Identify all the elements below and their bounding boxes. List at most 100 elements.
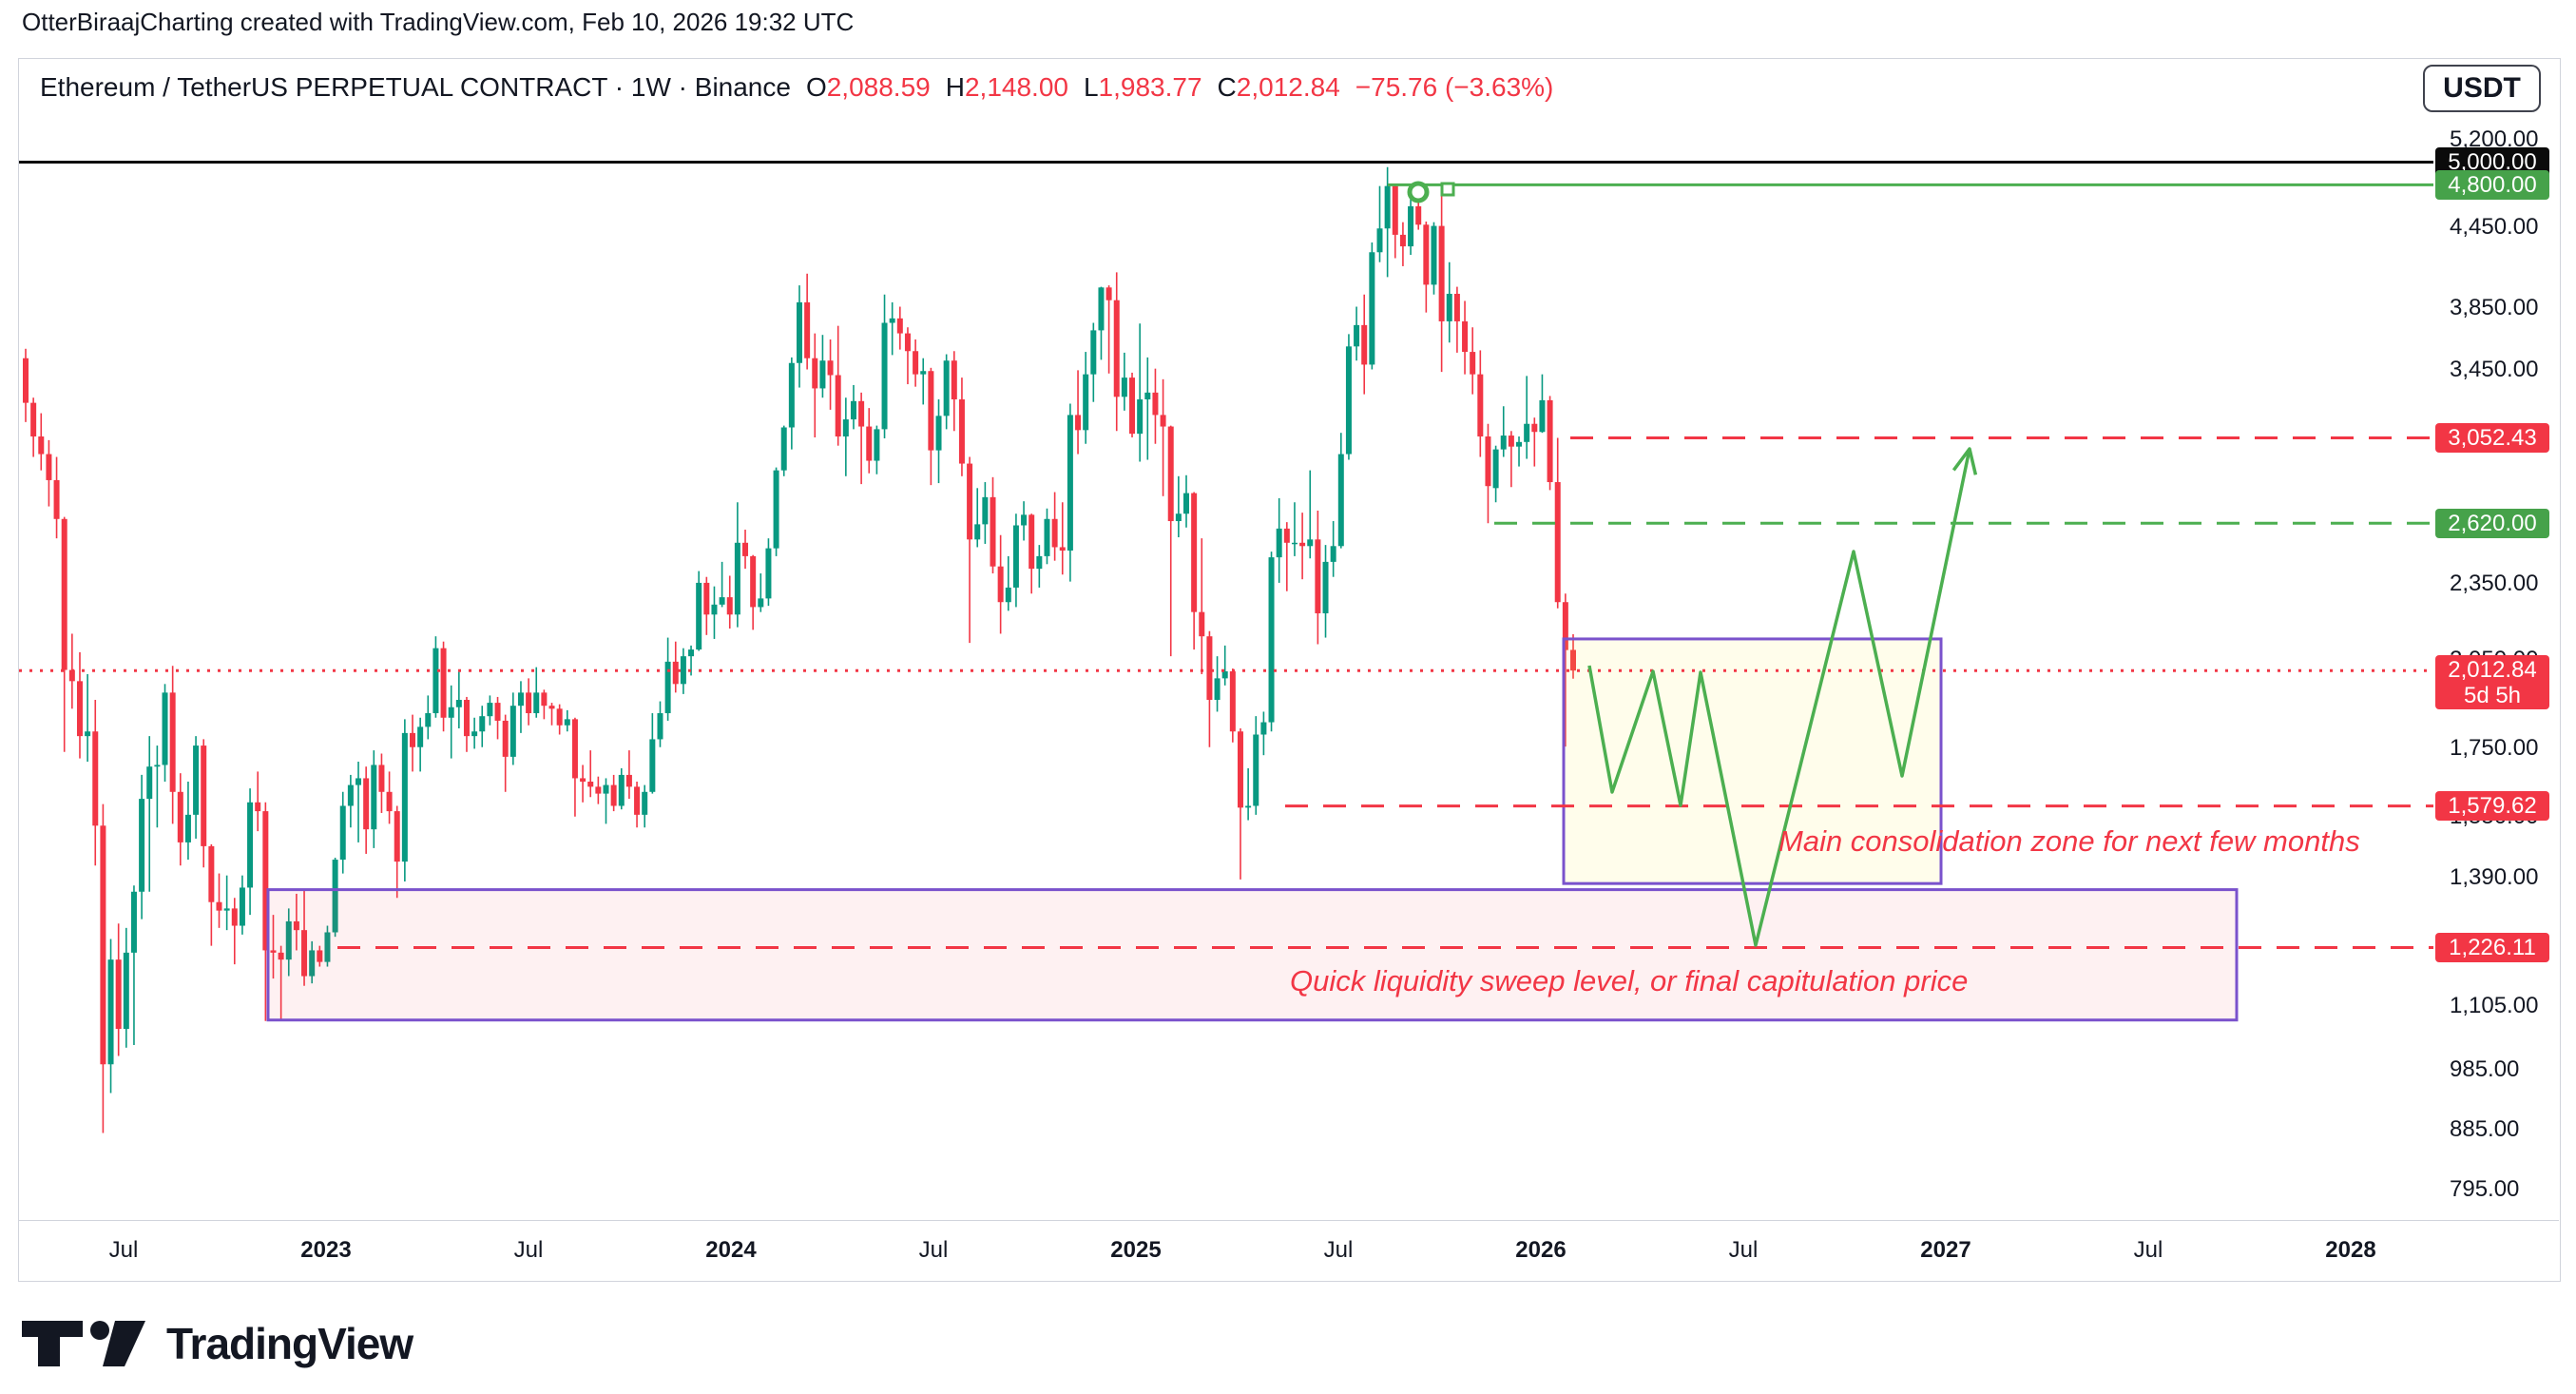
candle-body — [625, 774, 632, 787]
candle-body — [1021, 514, 1028, 526]
candle-body — [819, 360, 826, 389]
candle — [703, 576, 710, 635]
line-grip-square[interactable] — [1440, 182, 1455, 197]
candle — [347, 774, 354, 828]
candle — [1083, 352, 1089, 444]
candle — [356, 762, 362, 842]
candle — [1500, 406, 1507, 457]
candle — [595, 776, 602, 804]
candle — [394, 805, 400, 899]
time-tick-jul: Jul — [918, 1237, 949, 1263]
candle-body — [618, 774, 625, 806]
candle — [487, 695, 493, 726]
candle — [1399, 222, 1406, 266]
price-tick: 1,390.00 — [2450, 863, 2539, 890]
candle-body — [1485, 436, 1491, 487]
candle-body — [742, 542, 749, 556]
candle — [1253, 716, 1259, 815]
candle — [788, 357, 795, 450]
candle — [193, 736, 200, 839]
candle-body — [812, 358, 818, 389]
candle — [642, 784, 648, 828]
tradingview-logo[interactable]: TradingView — [22, 1318, 413, 1369]
candle-body — [139, 799, 145, 892]
candle — [30, 397, 37, 457]
consolidation-zone[interactable] — [1562, 637, 1943, 885]
candle — [1438, 193, 1445, 373]
candle-body — [92, 731, 99, 826]
candle-body — [1322, 561, 1329, 613]
candle — [1539, 374, 1546, 434]
candle — [688, 645, 695, 676]
line-anchor-circle[interactable] — [1407, 181, 1430, 203]
time-tick-jul: Jul — [513, 1237, 544, 1263]
candle — [696, 571, 702, 651]
candle — [1485, 423, 1491, 524]
candle — [255, 771, 261, 832]
candle — [1337, 433, 1344, 549]
candle — [1524, 376, 1530, 459]
candle — [1291, 502, 1298, 556]
candle — [317, 945, 323, 967]
candle-body — [201, 745, 207, 846]
candle-body — [371, 765, 377, 830]
candle — [1129, 372, 1136, 437]
candle — [1160, 378, 1166, 496]
candle-body — [1492, 449, 1499, 489]
candle — [943, 354, 950, 430]
price-tick: 1,750.00 — [2450, 735, 2539, 762]
candle — [1307, 470, 1314, 559]
candle-body — [1453, 293, 1460, 321]
candle-body — [184, 814, 191, 842]
candle — [1028, 513, 1035, 594]
candle — [309, 940, 316, 984]
price-label-305243-value: 3,052.43 — [2448, 424, 2537, 451]
candle — [479, 706, 486, 747]
price-tick: 1,105.00 — [2450, 992, 2539, 1018]
candle — [455, 671, 462, 728]
candle-body — [1500, 436, 1507, 450]
currency-toggle-button[interactable]: USDT — [2423, 65, 2541, 112]
candle — [773, 467, 779, 556]
candle — [1245, 767, 1252, 821]
price-label-4800-value: 4,800.00 — [2448, 171, 2537, 198]
candle-body — [904, 333, 911, 352]
candle-body — [1423, 224, 1430, 285]
candle — [1105, 285, 1112, 374]
candle — [657, 701, 663, 747]
candle-body — [1059, 547, 1066, 551]
candle — [1012, 513, 1019, 608]
candle-body — [130, 891, 137, 953]
candle-body — [1516, 441, 1523, 447]
candle — [301, 889, 308, 986]
candle-body — [1012, 525, 1019, 588]
candle-body — [1152, 392, 1159, 416]
liquidity-sweep-zone[interactable] — [266, 888, 2239, 1022]
candle-body — [765, 548, 772, 599]
candle — [928, 367, 934, 486]
candle-body — [773, 470, 779, 549]
candle-body — [193, 745, 200, 815]
candle — [1144, 357, 1151, 460]
candle — [625, 750, 632, 800]
candle — [262, 802, 269, 1021]
candle — [1384, 166, 1391, 278]
symbol-title[interactable]: Ethereum / TetherUS PERPETUAL CONTRACT ·… — [40, 72, 791, 102]
candle — [471, 717, 478, 749]
candle-body — [974, 524, 981, 540]
candle — [1516, 436, 1523, 467]
candle — [1268, 552, 1275, 732]
candle — [533, 667, 540, 718]
candle-body — [1129, 378, 1136, 435]
candle — [1051, 492, 1058, 561]
candle — [1322, 545, 1329, 638]
candle — [1492, 445, 1499, 503]
candle-body — [649, 739, 656, 792]
candle-body — [889, 318, 895, 323]
candle-body — [123, 952, 129, 1030]
projection-zigzag[interactable] — [1587, 448, 1971, 947]
candle — [1191, 492, 1198, 650]
candle-body — [339, 805, 346, 861]
candle-body — [711, 604, 718, 615]
